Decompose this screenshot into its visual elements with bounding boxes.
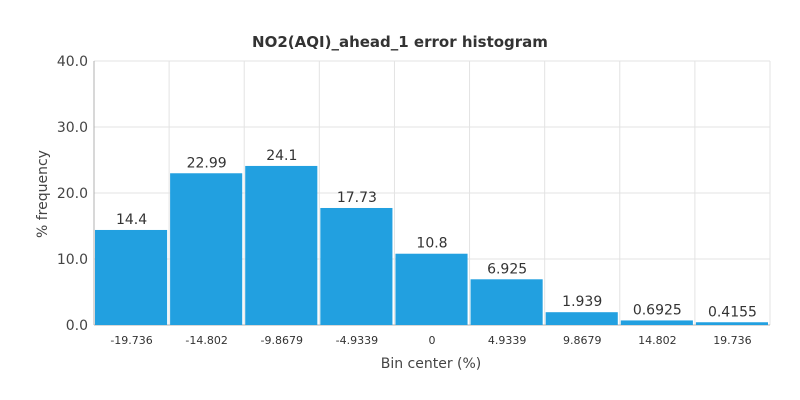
bar-value-label: 0.6925 [633, 302, 682, 318]
x-tick-label: 4.9339 [488, 334, 527, 347]
x-tick-label: -19.736 [110, 334, 152, 347]
bar-value-label: 22.99 [187, 155, 227, 171]
bar-label-layer: 14.4 22.99 24.1 17.73 10.8 6.925 1.939 0.6925 0.… [116, 148, 757, 320]
bar-layer [95, 165, 768, 325]
bar-value-label: 24.1 [266, 148, 297, 164]
bar-value-label: 0.4155 [708, 304, 757, 320]
x-tick-label: -9.8679 [261, 334, 303, 347]
y-tick-label: 0.0 [66, 318, 88, 334]
y-tick-label: 10.0 [57, 252, 88, 268]
y-tick-label: 40.0 [57, 54, 88, 70]
chart-title: NO2(AQI)_ahead_1 error histogram [252, 33, 548, 51]
y-tick-label: 30.0 [57, 120, 88, 136]
y-tick-label: 20.0 [57, 186, 88, 202]
x-tick-label: 19.736 [713, 334, 752, 347]
bar-value-label: 6.925 [487, 261, 527, 277]
histogram-bar [695, 322, 768, 325]
histogram-bar [470, 279, 543, 325]
x-tick-label: 9.8679 [563, 334, 602, 347]
y-tick-layer: 0.0 10.0 20.0 30.0 40.0 [57, 54, 88, 334]
histogram-bar [95, 229, 168, 325]
bar-value-label: 10.8 [416, 236, 447, 252]
y-axis-label: % frequency [35, 150, 51, 238]
histogram-bar [170, 173, 243, 325]
histogram-bar [620, 320, 693, 325]
histogram-bar [320, 207, 393, 325]
x-axis-label: Bin center (%) [381, 356, 482, 372]
bar-value-label: 17.73 [337, 190, 377, 206]
x-tick-label: 0 [429, 334, 436, 347]
bar-value-label: 1.939 [562, 294, 602, 310]
x-tick-label: -14.802 [185, 334, 227, 347]
bar-value-label: 14.4 [116, 212, 147, 228]
histogram-bar [245, 165, 318, 325]
histogram-bar [545, 312, 618, 325]
histogram-bar [395, 253, 468, 325]
x-tick-label: 14.802 [638, 334, 677, 347]
x-tick-label: -4.9339 [336, 334, 378, 347]
x-tick-layer: -19.736 -14.802 -9.8679 -4.9339 0 4.9339 9.867… [110, 334, 751, 347]
